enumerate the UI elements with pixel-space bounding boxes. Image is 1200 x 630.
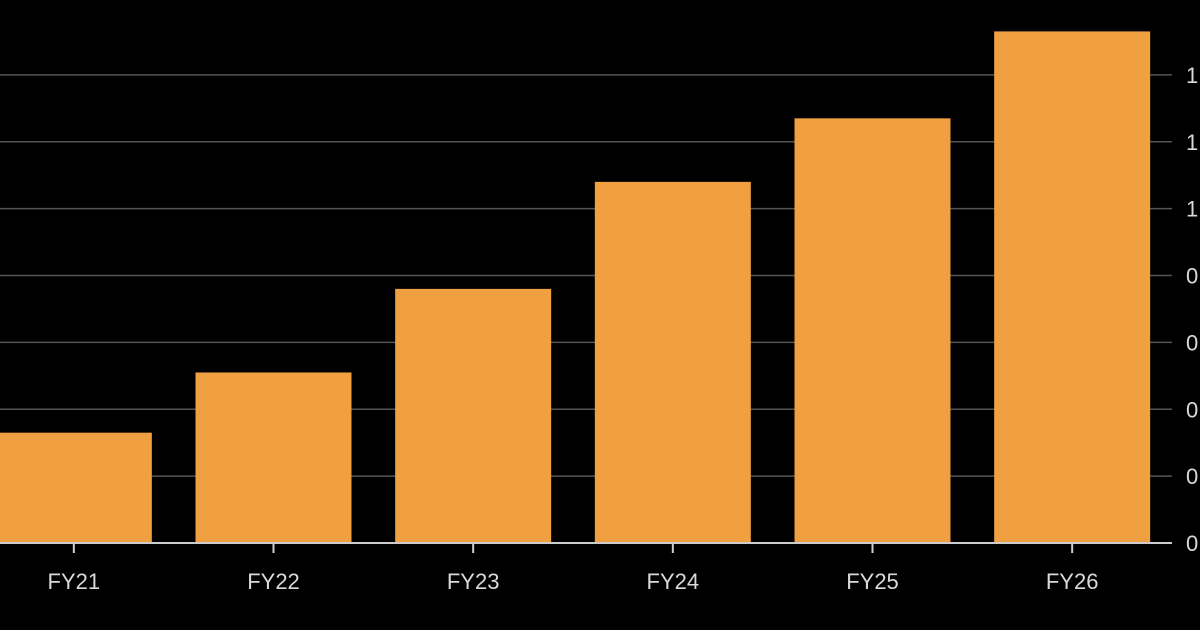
bar-fy25 xyxy=(794,118,951,543)
x-axis-ticks: FY21 FY22 FY23 FY24 FY25 FY26 xyxy=(48,543,1099,594)
y-tick-label: 0 xyxy=(1186,464,1198,489)
x-tick-label: FY22 xyxy=(247,569,300,594)
x-tick-label: FY24 xyxy=(647,569,700,594)
bars xyxy=(0,31,1151,543)
bar-fy21 xyxy=(0,432,152,543)
y-tick-label: 0 xyxy=(1186,531,1198,556)
y-tick-label: 0 xyxy=(1186,330,1198,355)
bar-fy23 xyxy=(395,288,552,543)
y-axis-ticks: 0 0 0 0 0 1 1 1 xyxy=(1186,63,1198,556)
y-tick-label: 1 xyxy=(1186,63,1198,88)
x-tick-label: FY26 xyxy=(1046,569,1099,594)
bar-fy22 xyxy=(195,372,352,543)
y-tick-label: 0 xyxy=(1186,397,1198,422)
x-tick-label: FY21 xyxy=(48,569,101,594)
y-tick-label: 0 xyxy=(1186,264,1198,289)
y-tick-label: 1 xyxy=(1186,130,1198,155)
bar-fy24 xyxy=(594,181,751,543)
gridlines xyxy=(0,74,1172,477)
bar-fy26 xyxy=(994,31,1151,543)
y-tick-label: 1 xyxy=(1186,197,1198,222)
x-tick-label: FY25 xyxy=(846,569,899,594)
x-tick-label: FY23 xyxy=(447,569,500,594)
